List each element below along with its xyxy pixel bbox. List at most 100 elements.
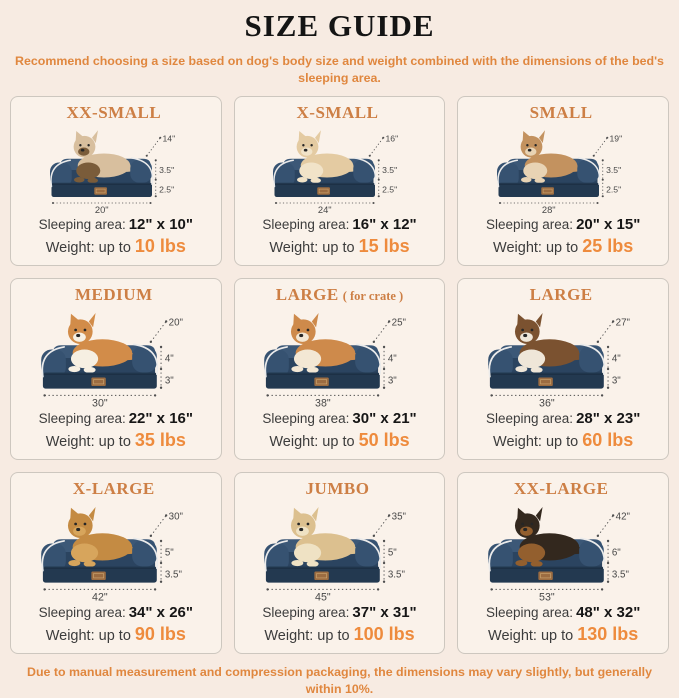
bed-width-label: 38" [316, 397, 332, 409]
bed-illustration-wrap: 14" 3.5" 2.5" 20" [13, 125, 219, 215]
diagonal-dimension-label: 27" [616, 318, 631, 329]
bed-illustration-wrap: 19" 3.5" 2.5" 28" [460, 125, 666, 215]
base-height-label: 2.5" [159, 185, 174, 195]
weight-label: Weight: up to [269, 240, 355, 256]
diagonal-dimension-label: 19" [610, 134, 623, 144]
dog-bed-illustration: 16" 3.5" 2.5" 24" [272, 130, 399, 215]
sleeping-area-value: 34" x 26" [128, 604, 193, 621]
sleeping-area-value: 20" x 15" [576, 216, 641, 233]
sleeping-area-label: Sleeping area: [262, 217, 350, 232]
bolster-height-label: 4" [612, 353, 621, 364]
weight-line: Weight: up to 10 lbs [13, 235, 219, 259]
weight-label: Weight: up to [45, 628, 131, 644]
weight-value: 100 lbs [353, 624, 415, 644]
sleeping-area-label: Sleeping area: [262, 411, 350, 426]
weight-line: Weight: up to 25 lbs [460, 235, 666, 259]
size-name: SMALL [529, 103, 593, 122]
weight-value: 25 lbs [582, 236, 634, 256]
weight-line: Weight: up to 100 lbs [237, 623, 443, 647]
size-card-x-large: X-LARGE 30" 5" 3.5" 42" Sleeping area: 34… [10, 472, 222, 654]
weight-label: Weight: up to [45, 434, 131, 450]
weight-label: Weight: up to [493, 434, 579, 450]
sleeping-area-line: Sleeping area: 16" x 12" [237, 215, 443, 234]
bed-illustration-wrap: 30" 5" 3.5" 42" [13, 501, 219, 603]
bed-illustration-wrap: 25" 4" 3" 38" [237, 307, 443, 409]
sleeping-area-line: Sleeping area: 20" x 15" [460, 215, 666, 234]
diagonal-dimension-label: 25" [392, 318, 407, 329]
sleeping-area-value: 30" x 21" [352, 410, 417, 427]
size-card-title: LARGE( for crate ) [237, 284, 443, 307]
size-card-grid: XX-SMALL 14" 3.5" 2.5" 20" Sleeping area… [10, 96, 669, 654]
dog-bed-illustration: 19" 3.5" 2.5" 28" [496, 130, 623, 215]
page-title: SIZE GUIDE [244, 8, 435, 43]
diagonal-dimension-label: 20" [169, 318, 184, 329]
size-name: LARGE [275, 285, 339, 304]
size-card-small: SMALL 19" 3.5" 2.5" 28" Sleeping area: 20… [457, 96, 669, 266]
dog-bed-illustration: 20" 4" 3" 30" [40, 312, 184, 409]
weight-label: Weight: up to [45, 240, 131, 256]
bed-width-label: 28" [542, 205, 556, 215]
dog-bed-illustration: 35" 5" 3.5" 45" [263, 506, 407, 603]
bed-width-label: 42" [92, 591, 108, 603]
size-card-title: JUMBO [237, 478, 443, 501]
size-card-title: SMALL [460, 102, 666, 125]
sleeping-area-line: Sleeping area: 30" x 21" [237, 409, 443, 428]
weight-value: 15 lbs [358, 236, 410, 256]
sleeping-area-line: Sleeping area: 28" x 23" [460, 409, 666, 428]
weight-label: Weight: up to [269, 434, 355, 450]
bed-width-label: 30" [92, 397, 108, 409]
weight-value: 60 lbs [582, 430, 634, 450]
bolster-height-label: 4" [165, 353, 174, 364]
size-name: X-LARGE [72, 479, 155, 498]
sleeping-area-line: Sleeping area: 22" x 16" [13, 409, 219, 428]
dog-bed-illustration: 30" 5" 3.5" 42" [40, 506, 184, 603]
bolster-height-label: 6" [612, 547, 621, 558]
bed-width-label: 24" [318, 205, 332, 215]
base-height-label: 3.5" [388, 570, 406, 581]
diagonal-dimension-label: 30" [169, 512, 184, 523]
sleeping-area-value: 22" x 16" [128, 410, 193, 427]
dog-bed-illustration: 27" 4" 3" 36" [487, 312, 631, 409]
base-height-label: 3.5" [612, 570, 630, 581]
sleeping-area-label: Sleeping area: [38, 217, 126, 232]
size-guide-page: SIZE GUIDE Recommend choosing a size bas… [10, 8, 669, 696]
weight-label: Weight: up to [488, 628, 574, 644]
sleeping-area-value: 28" x 23" [576, 410, 641, 427]
sleeping-area-value: 48" x 32" [576, 604, 641, 621]
base-height-label: 3" [612, 376, 621, 387]
base-height-label: 2.5" [383, 185, 398, 195]
base-height-label: 3" [388, 376, 397, 387]
sleeping-area-label: Sleeping area: [485, 411, 574, 426]
size-card-large-for-crate: LARGE( for crate ) 25" 4" 3" 38" Sleepin… [233, 278, 446, 460]
dog-bed-illustration: 14" 3.5" 2.5" 20" [49, 130, 175, 215]
bed-width-label: 45" [316, 591, 332, 603]
size-card-title: X-LARGE [13, 478, 219, 501]
sleeping-area-label: Sleeping area: [485, 217, 574, 232]
bolster-height-label: 3.5" [383, 165, 398, 175]
bolster-height-label: 5" [165, 547, 174, 558]
weight-label: Weight: up to [264, 628, 350, 644]
size-card-large: LARGE 27" 4" 3" 36" Sleeping area: 28" x … [457, 278, 669, 460]
sleeping-area-label: Sleeping area: [262, 605, 350, 620]
size-card-medium: MEDIUM 20" 4" 3" 30" Sleeping area: 22" x… [10, 278, 222, 460]
diagonal-dimension-label: 16" [386, 134, 399, 144]
base-height-label: 3" [165, 376, 174, 387]
measurement-disclaimer: Due to manual measurement and compressio… [27, 665, 652, 696]
bolster-height-label: 4" [388, 353, 397, 364]
sleeping-area-line: Sleeping area: 34" x 26" [13, 603, 219, 622]
size-name: X-SMALL [296, 103, 379, 122]
size-card-title: X-SMALL [237, 102, 443, 125]
bed-illustration-wrap: 20" 4" 3" 30" [13, 307, 219, 409]
size-card-jumbo: JUMBO 35" 5" 3.5" 45" Sleeping area: 37" … [233, 472, 446, 654]
bed-width-label: 20" [95, 205, 109, 215]
sleeping-area-value: 16" x 12" [352, 216, 417, 233]
sleeping-area-label: Sleeping area: [38, 605, 126, 620]
weight-line: Weight: up to 35 lbs [13, 429, 219, 453]
bed-illustration-wrap: 42" 6" 3.5" 53" [460, 501, 666, 603]
dog-bed-illustration: 42" 6" 3.5" 53" [487, 506, 631, 603]
bolster-height-label: 3.5" [159, 165, 174, 175]
sleeping-area-value: 37" x 31" [352, 604, 417, 621]
bed-illustration-wrap: 16" 3.5" 2.5" 24" [237, 125, 443, 215]
weight-line: Weight: up to 90 lbs [13, 623, 219, 647]
recommendation-subtitle: Recommend choosing a size based on dog's… [15, 54, 664, 85]
